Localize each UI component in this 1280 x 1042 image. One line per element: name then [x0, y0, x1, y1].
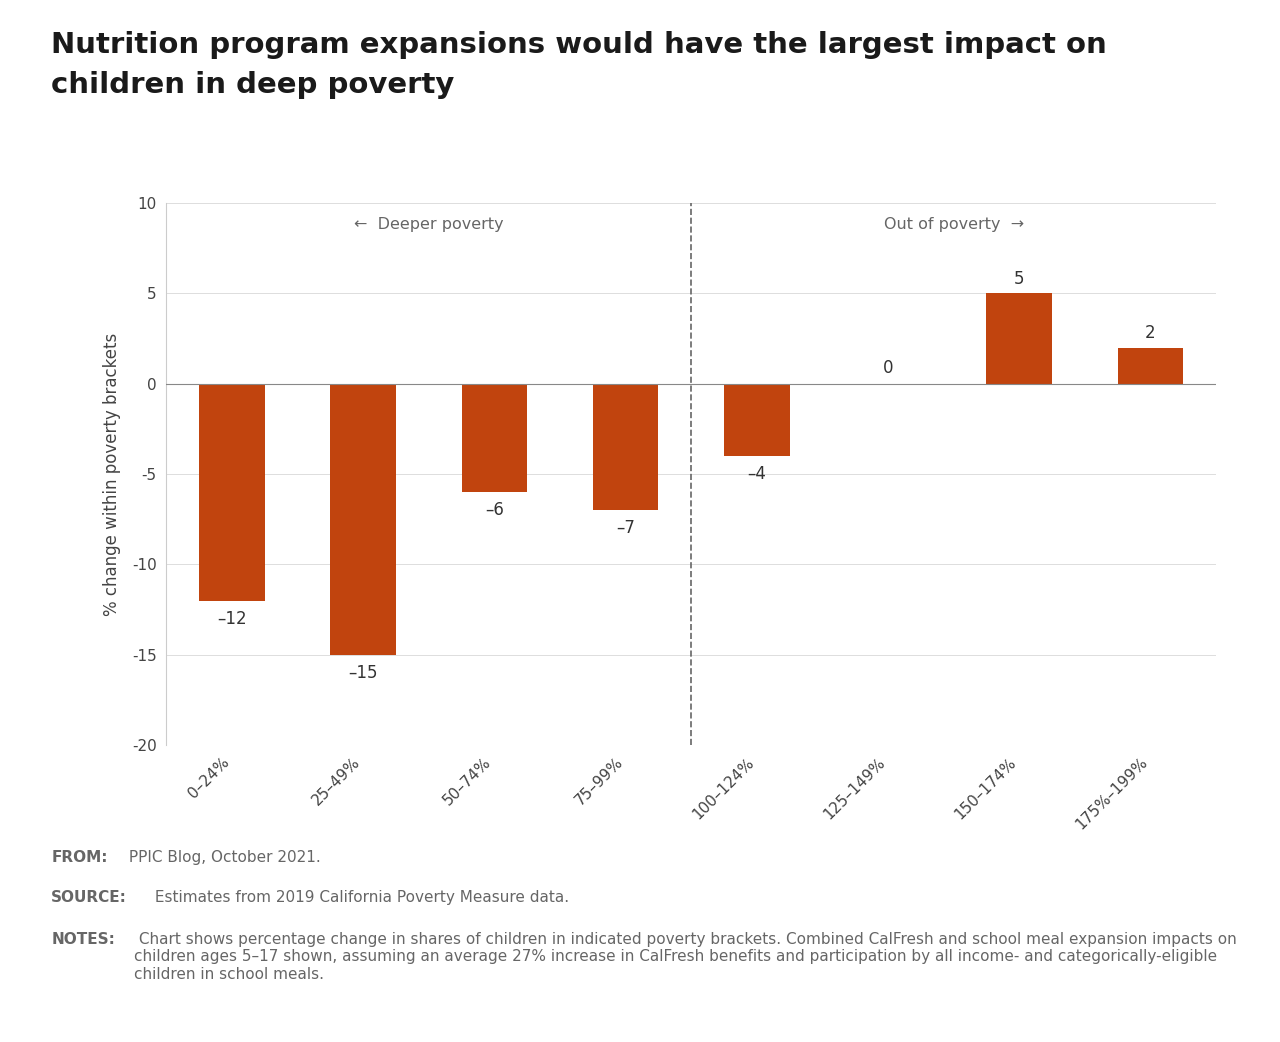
Bar: [593, 383, 658, 511]
Bar: [724, 383, 790, 456]
Text: 0: 0: [883, 358, 893, 376]
Text: –4: –4: [748, 465, 767, 483]
Bar: [1117, 348, 1183, 383]
Text: PPIC Blog, October 2021.: PPIC Blog, October 2021.: [124, 850, 321, 865]
Text: –6: –6: [485, 501, 504, 519]
Text: ←  Deeper poverty: ← Deeper poverty: [355, 218, 503, 232]
Text: Estimates from 2019 California Poverty Measure data.: Estimates from 2019 California Poverty M…: [150, 890, 568, 904]
Text: NOTES:: NOTES:: [51, 932, 115, 947]
Text: FROM:: FROM:: [51, 850, 108, 865]
Bar: [462, 383, 527, 492]
Bar: [330, 383, 396, 654]
Text: –15: –15: [348, 664, 378, 681]
Text: SOURCE:: SOURCE:: [51, 890, 127, 904]
Text: Out of poverty  →: Out of poverty →: [883, 218, 1024, 232]
Text: children in deep poverty: children in deep poverty: [51, 71, 454, 99]
Text: Chart shows percentage change in shares of children in indicated poverty bracket: Chart shows percentage change in shares …: [134, 932, 1238, 982]
Bar: [987, 294, 1052, 383]
Text: –7: –7: [616, 519, 635, 538]
Text: –12: –12: [218, 610, 247, 627]
Y-axis label: % change within poverty brackets: % change within poverty brackets: [102, 332, 120, 616]
Bar: [200, 383, 265, 600]
Text: Nutrition program expansions would have the largest impact on: Nutrition program expansions would have …: [51, 31, 1107, 59]
Text: 2: 2: [1146, 324, 1156, 342]
Text: 5: 5: [1014, 270, 1024, 288]
